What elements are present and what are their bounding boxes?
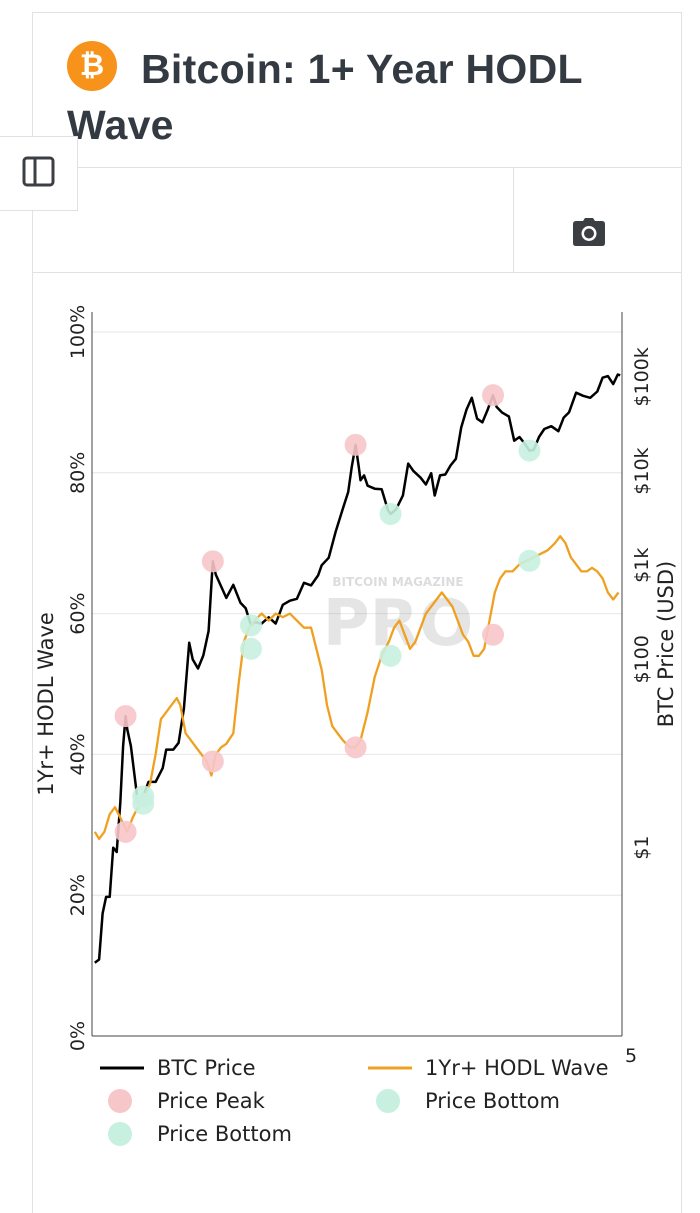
legend: BTC Price 1Yr+ HODL Wave Price Peak Price B… [100,1056,609,1146]
hodl-wave-chart: 0% 20% 40% 60% 80% 100% $1 $100 $1k $10k $100k 1Yr+… [34,305,678,1146]
price-peak-marker [114,820,137,843]
title-bar: ₿ Bitcoin: 1+ Year HODL Wave [33,13,681,168]
bitcoin-icon: ₿ [67,41,117,91]
btc-price-line [94,373,621,964]
price-bottom-marker [132,792,155,815]
price-peak-marker [344,736,367,759]
series-layer [93,373,621,964]
left-tick-label: 80% [67,452,89,494]
price-peak-marker [482,623,505,646]
price-bottom-marker [379,503,402,526]
toolbar-divider [513,168,514,272]
legend-label: 1Yr+ HODL Wave [425,1056,609,1080]
camera-icon [573,218,605,246]
chart-toolbar [33,168,681,273]
watermark-top: BITCOIN MAGAZINE [332,575,463,589]
price-bottom-marker [240,614,262,637]
right-tick-label: $1 [631,836,653,860]
legend-label: Price Bottom [157,1122,292,1146]
right-tick-label: $100 [631,635,653,683]
markers-layer [114,384,541,843]
price-bottom-marker [240,637,262,660]
price-peak-marker [201,750,224,773]
axes: 0% 20% 40% 60% 80% 100% $1 $100 $1k $10k $100k 1Yr+… [34,305,678,1067]
chart-card: ₿ Bitcoin: 1+ Year HODL Wave [32,12,682,1213]
legend-marker-swatch [108,1089,132,1113]
price-peak-marker [114,705,137,728]
right-tick-label: $1k [631,548,653,583]
sidebar-toggle-button[interactable] [0,136,78,211]
legend-marker-swatch [108,1122,132,1146]
left-tick-label: 20% [67,874,89,916]
left-tick-label: 40% [67,733,89,775]
x-tick-label: 5 [625,1045,637,1067]
right-tick-label: $100k [631,347,653,406]
left-tick-label: 0% [67,1021,89,1051]
right-tick-label: $10k [631,447,653,494]
page-title: Bitcoin: 1+ Year HODL Wave [67,46,583,148]
price-bottom-marker [379,644,402,667]
left-axis-title: 1Yr+ HODL Wave [34,612,58,796]
price-peak-marker [201,550,224,573]
legend-label: BTC Price [157,1056,256,1080]
legend-marker-swatch [376,1089,400,1113]
sidebar-toggle-icon [22,156,55,187]
price-bottom-marker [518,439,541,462]
price-peak-marker [482,384,505,407]
legend-label: Price Bottom [425,1089,560,1113]
left-tick-label: 100% [67,305,89,359]
price-bottom-marker [518,549,541,572]
price-peak-marker [344,433,367,456]
right-axis-title: BTC Price (USD) [654,561,678,728]
left-tick-label: 60% [67,592,89,634]
camera-button[interactable] [573,218,617,258]
legend-label: Price Peak [157,1089,266,1113]
